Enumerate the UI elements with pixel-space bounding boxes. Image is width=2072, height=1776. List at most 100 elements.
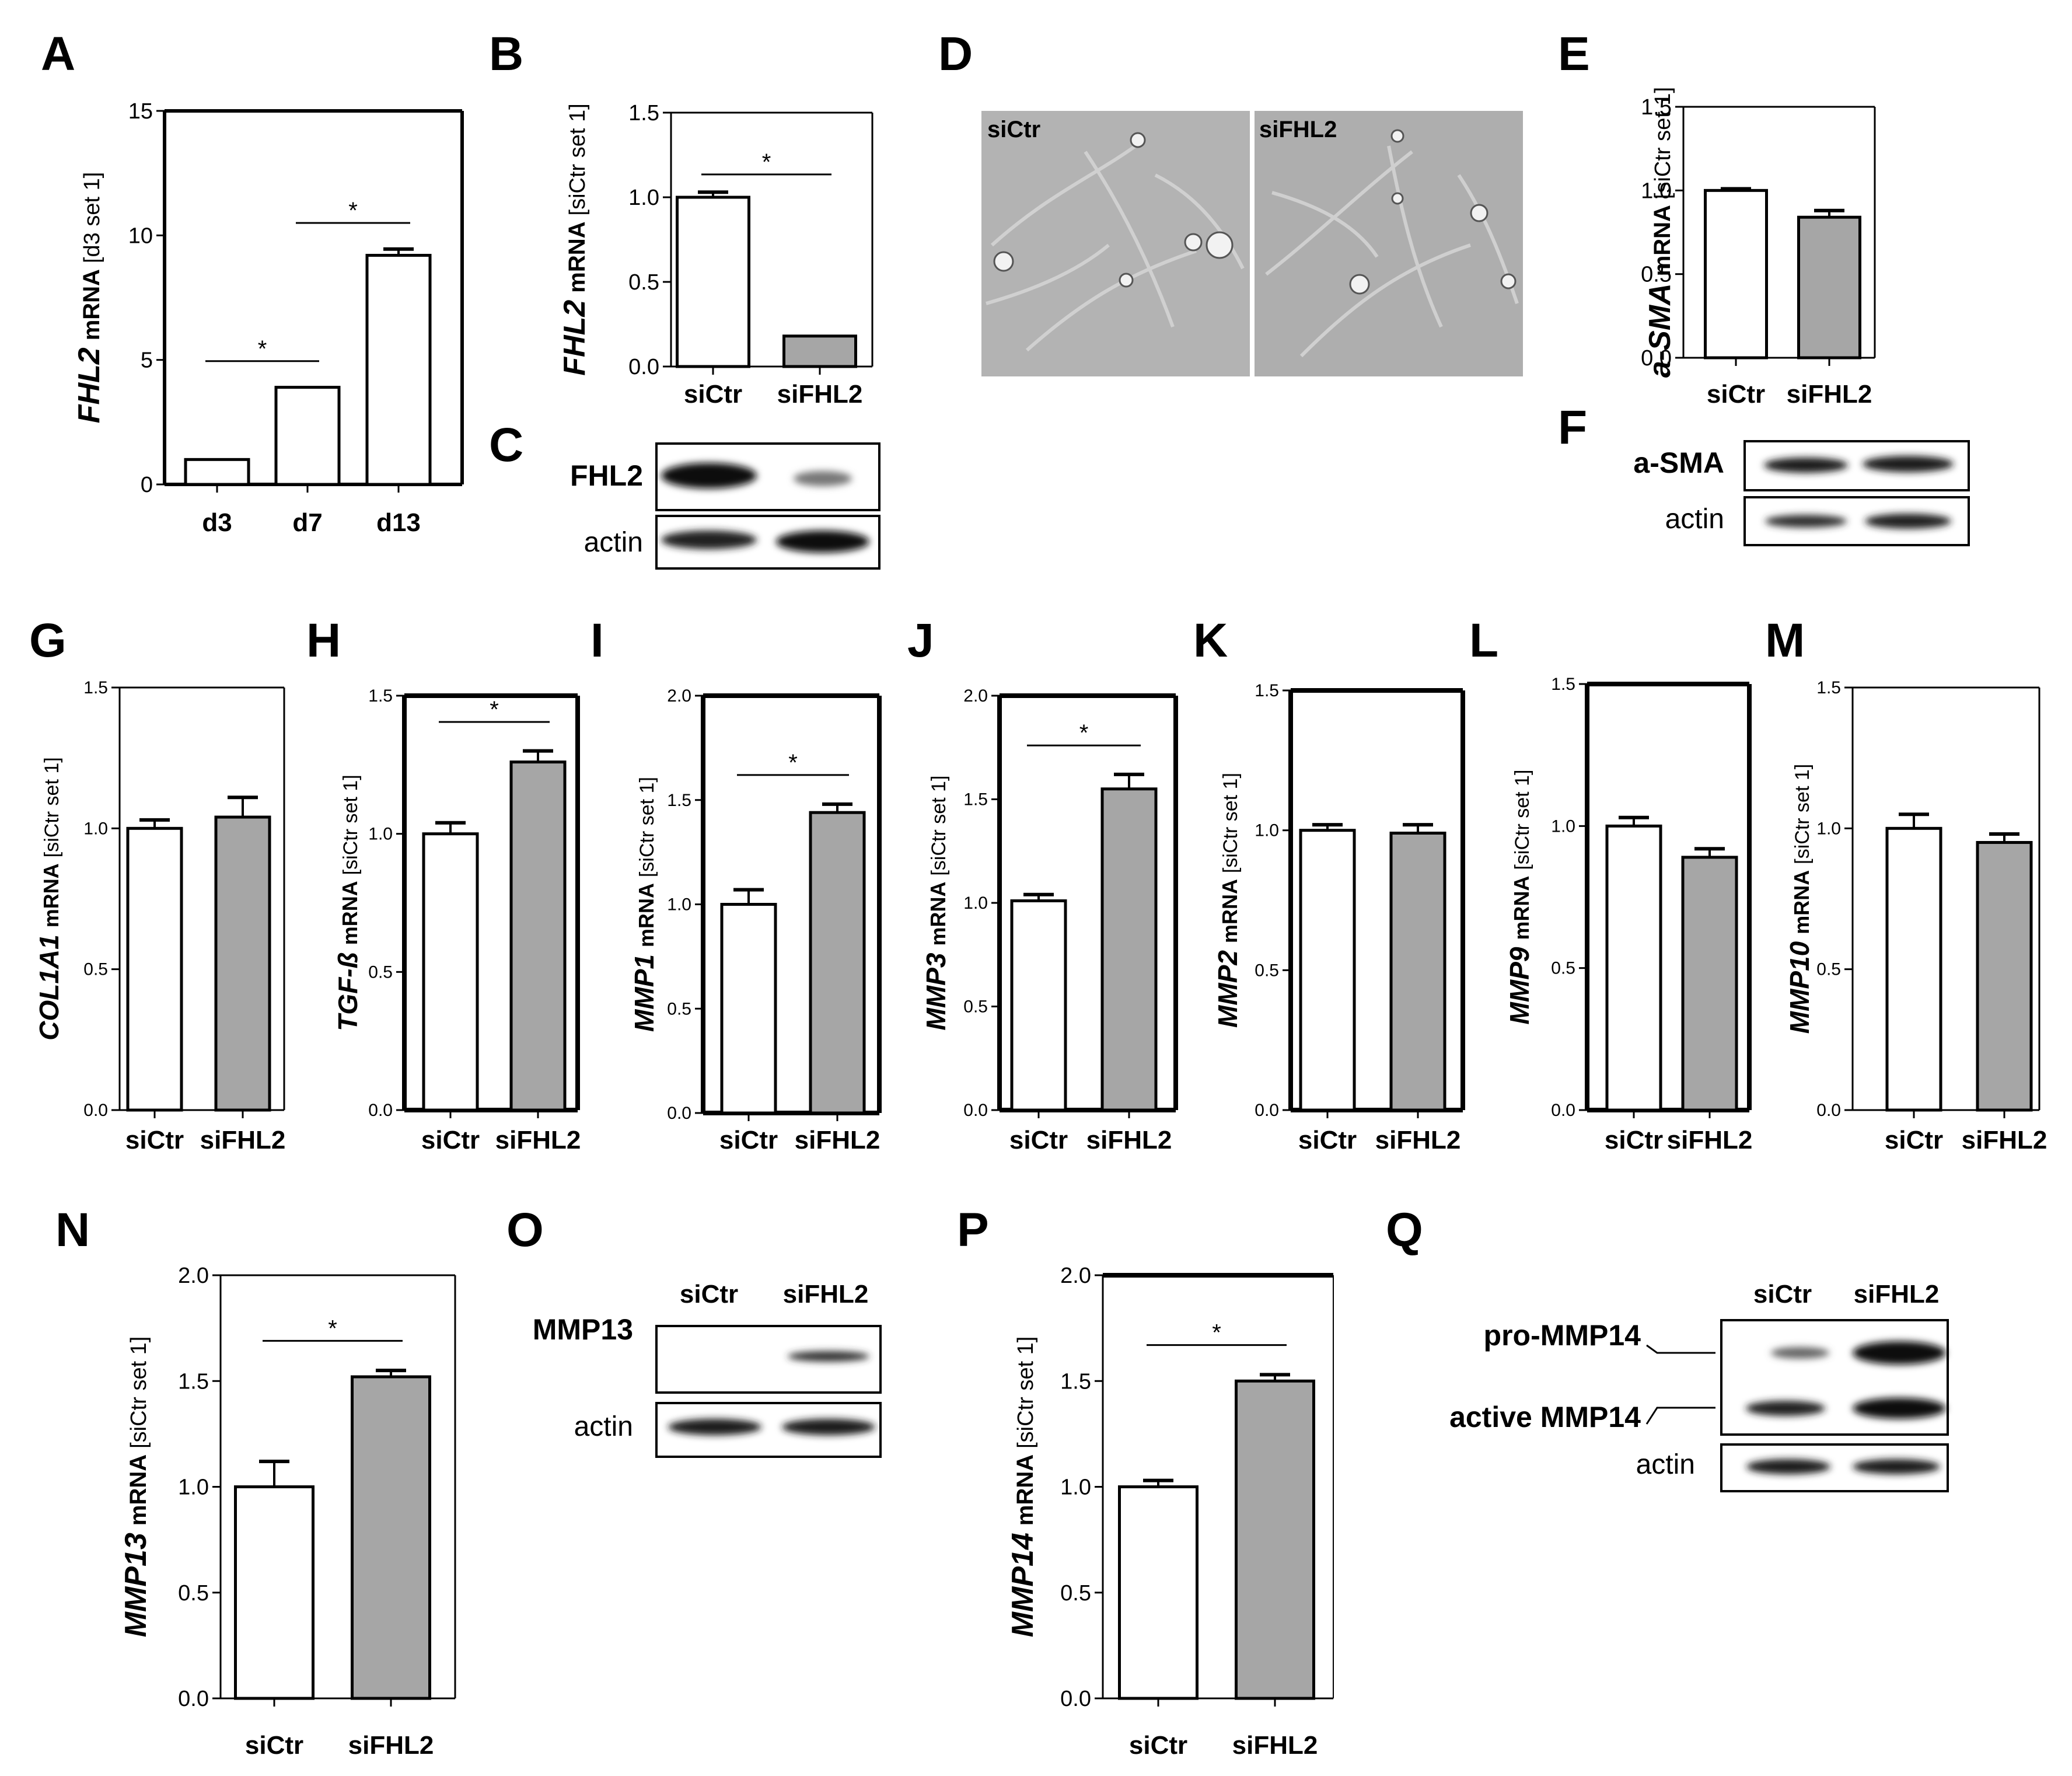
bar-sictr [422, 832, 479, 1112]
bar-sifhl2 [1681, 856, 1738, 1112]
bar-sictr [676, 196, 750, 368]
y-tick-label: 1.5 [1551, 675, 1575, 694]
y-tick-label: 0.0 [1060, 1687, 1091, 1711]
category-label: siFHL2 [495, 1126, 581, 1154]
panel-letter-h: H [306, 614, 341, 667]
y-tick-label: 0.0 [1551, 1101, 1575, 1120]
y-tick-label: 1.0 [1060, 1475, 1091, 1500]
significance-star: * [762, 149, 771, 175]
y-tick-label: 2.0 [667, 686, 691, 706]
category-label: siCtr [1605, 1126, 1663, 1154]
y-tick-label: 0.5 [1551, 959, 1575, 978]
blot-label-mmp13: MMP13 [533, 1313, 633, 1346]
band-actin-f-sifhl2 [1865, 514, 1951, 529]
panel-letter-p: P [957, 1203, 989, 1257]
blot-label-pro-mmp14: pro-MMP14 [1484, 1319, 1641, 1352]
significance-star: * [788, 750, 798, 776]
category-label: siFHL2 [1667, 1126, 1753, 1154]
blot-label-actin-f: actin [1665, 504, 1724, 535]
y-tick-label: 1.5 [1060, 1369, 1091, 1394]
y-axis-label: MMP1mRNA[siCtr set 1] [629, 777, 659, 1032]
band-asma-sifhl2 [1863, 456, 1954, 472]
band-actin-q-sifhl2 [1853, 1459, 1940, 1474]
y-tick-label: 0.5 [83, 960, 108, 979]
micrograph-panel-d: D siCtr siFHL2 [938, 27, 1523, 376]
micrograph-sictr [981, 111, 1250, 376]
chart-panel-p: P 0.0 0.5 1.0 1.5 2.0 siCtr siFHL2 * MMP14mRNA[si… [957, 1203, 1334, 1760]
band-actin-o-sictr [668, 1419, 761, 1435]
y-tick-label: 0.5 [1641, 263, 1672, 287]
y-tick-label: 0.0 [628, 355, 659, 379]
y-tick-label: 1.0 [368, 825, 393, 844]
y-tick-label: 0.0 [963, 1101, 988, 1120]
category-label: siCtr [1129, 1731, 1187, 1760]
y-tick-label: 1.5 [368, 686, 393, 706]
band-pro-mmp14-sictr [1771, 1347, 1829, 1359]
band-pro-mmp14-sifhl2 [1853, 1341, 1946, 1365]
panel-letter-q: Q [1386, 1203, 1423, 1257]
panel-letter-e: E [1558, 27, 1590, 81]
y-axis-label: MMP13mRNA[siCtr set 1] [119, 1337, 153, 1638]
bar-sictr [1605, 824, 1662, 1112]
band-mmp13-sifhl2 [788, 1351, 869, 1362]
panel-letter-o: O [506, 1203, 544, 1257]
y-tick-label: 5 [141, 348, 153, 373]
blot-q-column-sifhl2: siFHL2 [1854, 1280, 1940, 1309]
blot-panel-c: C FHL2 actin [489, 418, 880, 570]
category-label: siFHL2 [1086, 1126, 1172, 1154]
bar-sictr [1704, 189, 1768, 360]
y-tick-label: 1.0 [667, 895, 691, 915]
y-tick-label: 1.5 [83, 678, 108, 697]
bar-d3 [184, 458, 250, 486]
y-tick-label: 1.5 [1255, 681, 1279, 700]
blot-o-column-sifhl2: siFHL2 [783, 1280, 869, 1309]
band-fhl2-sifhl2 [794, 471, 852, 486]
bar-sifhl2 [782, 334, 857, 368]
cell-outlines [986, 138, 1519, 358]
category-label: siFHL2 [348, 1731, 434, 1760]
chart-panel-j: J 0.0 0.5 1.0 1.5 2.0 siCtr siFHL2 * MMP3mRNA[siC… [907, 614, 1178, 1154]
y-axis-label: FHL2mRNA[d3 set 1] [72, 172, 106, 424]
y-tick-label: 1.5 [1816, 678, 1841, 697]
bar-sifhl2 [809, 811, 866, 1115]
band-active-mmp14-sifhl2 [1853, 1398, 1946, 1419]
band-active-mmp14-sictr [1746, 1401, 1825, 1416]
y-tick-label: 0.5 [667, 999, 691, 1018]
bar-d7 [274, 386, 341, 486]
y-tick-label: 2.0 [178, 1264, 209, 1288]
pointer-pro-mmp14 [1646, 1344, 1715, 1354]
bar-sictr [1885, 826, 1942, 1112]
bar-sictr [1299, 829, 1356, 1112]
chart-panel-e: E 0.0 0.5 1.0 1.5 siCtr siFHL2 a-SMAmRNA[siCtr … [1558, 27, 1876, 409]
category-label: siFHL2 [795, 1126, 880, 1154]
panel-letter-m: M [1765, 614, 1805, 667]
category-label: d13 [376, 508, 421, 537]
y-tick-label: 0.5 [1255, 961, 1279, 980]
y-axis-label: FHL2mRNA[siCtr set 1] [558, 103, 592, 375]
y-axis-label: MMP3mRNA[siCtr set 1] [921, 776, 951, 1031]
chart-panel-i: I 0.0 0.5 1.0 1.5 2.0 siCtr siFHL2 * MMP1mRNA[siC… [590, 614, 882, 1154]
y-tick-label: 1.5 [628, 101, 659, 125]
micrograph-label-sictr: siCtr [987, 117, 1040, 142]
band-actin-sifhl2 [776, 531, 869, 553]
cell-nuclei [993, 129, 1517, 295]
bar-sifhl2 [1100, 787, 1158, 1112]
y-axis-label: COL1A1mRNA[siCtr set 1] [34, 757, 64, 1040]
panel-letter-n: N [55, 1203, 90, 1257]
y-tick-label: 0.0 [1816, 1101, 1841, 1120]
category-label: siCtr [1009, 1126, 1068, 1154]
y-axis-label: a-SMAmRNA[siCtr set 1] [1643, 87, 1677, 378]
y-tick-label: 15 [128, 99, 153, 124]
y-tick-label: 1.0 [963, 894, 988, 913]
category-label: siCtr [245, 1731, 303, 1760]
chart-panel-n: N 0.0 0.5 1.0 1.5 2.0 siCtr siFHL2 * MMP13mRNA[si… [55, 1203, 456, 1760]
chart-panel-a: A 0 5 10 15 d3 d7 d13 * * FHL2mRNA[d3 set 1] [41, 27, 464, 537]
band-actin-q-sictr [1746, 1459, 1830, 1474]
bar-d13 [365, 253, 432, 486]
category-label: siFHL2 [1375, 1126, 1461, 1154]
panel-letter-b: B [489, 27, 523, 81]
y-tick-label: 1.0 [178, 1475, 209, 1500]
y-axis-label: MMP14mRNA[siCtr set 1] [1006, 1337, 1040, 1638]
category-label: siFHL2 [200, 1126, 286, 1154]
y-tick-label: 2.0 [963, 686, 988, 706]
